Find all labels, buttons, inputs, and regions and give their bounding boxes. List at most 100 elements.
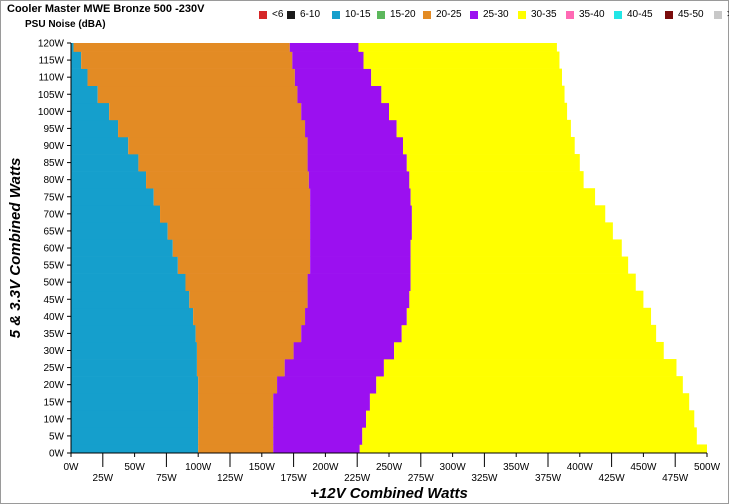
heatmap-cell	[307, 290, 410, 309]
heatmap-cell	[292, 51, 364, 69]
x-tick-label: 150W	[249, 462, 276, 473]
y-tick-label: 120W	[38, 39, 65, 50]
heatmap-cell	[71, 341, 197, 360]
heatmap-cell	[198, 376, 278, 394]
y-tick-label: 5W	[49, 431, 65, 442]
heatmap-cell	[195, 324, 302, 343]
heatmap-cell	[289, 43, 359, 52]
heatmap-cell	[363, 51, 560, 69]
y-tick-label: 70W	[43, 209, 64, 220]
heatmap-cell	[381, 85, 565, 104]
heatmap-cell	[71, 290, 190, 309]
legend-swatch	[714, 11, 722, 19]
heatmap-cell	[71, 51, 82, 69]
heatmap-cell	[307, 136, 403, 155]
x-tick-label: 400W	[567, 462, 594, 473]
heatmap-cell	[305, 307, 407, 326]
heatmap-cell	[366, 410, 695, 428]
y-tick-label: 10W	[43, 414, 64, 425]
y-tick-label: 80W	[43, 175, 64, 186]
legend-swatch	[259, 11, 267, 19]
heatmap-cell	[402, 136, 575, 155]
legend-swatch	[665, 11, 673, 19]
heatmap-cell	[301, 324, 402, 343]
heatmap-cell	[362, 427, 697, 445]
heatmap-cell	[406, 307, 652, 326]
heatmap-cell	[389, 102, 568, 121]
legend-swatch	[377, 11, 385, 19]
heatmap-cell	[406, 154, 580, 172]
heatmap-cell	[71, 102, 110, 121]
legend-swatch	[332, 11, 340, 19]
heatmap-cell	[71, 171, 147, 189]
heatmap-cell	[411, 222, 613, 240]
legend-swatch	[614, 11, 622, 19]
heatmap-cell	[410, 273, 636, 292]
heatmap-cell	[376, 376, 683, 394]
x-tick-label: 250W	[376, 462, 403, 473]
legend-label: 15-20	[390, 9, 416, 20]
heatmap-cell	[273, 410, 367, 428]
x-tick-label: 100W	[185, 462, 212, 473]
y-tick-label: 85W	[43, 158, 64, 169]
heatmap-cell	[198, 427, 274, 445]
y-tick-label: 95W	[43, 124, 64, 135]
legend-label: 10-15	[345, 9, 371, 20]
heatmap-cell	[308, 171, 410, 189]
heatmap-cell	[273, 444, 360, 454]
x-tick-label: 475W	[662, 473, 689, 484]
y-tick-label: 65W	[43, 226, 64, 237]
heatmap-cell	[118, 119, 306, 138]
heatmap-cell	[172, 239, 311, 257]
heatmap-cell	[305, 119, 397, 138]
heatmap-cell	[71, 43, 74, 52]
chart-subtitle: PSU Noise (dBA)	[25, 19, 106, 30]
heatmap-cell	[410, 188, 596, 206]
legend-label: 6-10	[300, 9, 321, 20]
heatmap-cell	[71, 359, 197, 377]
y-tick-label: 75W	[43, 192, 64, 203]
y-tick-label: 50W	[43, 278, 64, 289]
y-tick-label: 105W	[38, 90, 65, 101]
heatmap-cell	[71, 376, 199, 394]
heatmap-cell	[371, 68, 562, 87]
heatmap-cell	[359, 444, 707, 454]
x-tick-label: 275W	[408, 473, 435, 484]
heatmap-cell	[71, 239, 173, 257]
x-tick-label: 325W	[471, 473, 498, 484]
legend-label: 30-35	[531, 9, 557, 20]
heatmap-cell	[307, 273, 411, 292]
heatmap-cell	[146, 171, 309, 189]
heatmap-cell	[71, 85, 98, 104]
heatmap-cell	[310, 205, 412, 223]
heatmap-cell	[358, 43, 557, 52]
y-tick-label: 90W	[43, 141, 64, 152]
legend-swatch	[470, 11, 478, 19]
y-tick-label: 55W	[43, 261, 64, 272]
x-tick-label: 25W	[93, 473, 114, 484]
heatmap-cell	[294, 68, 372, 87]
x-tick-label: 50W	[124, 462, 145, 473]
y-tick-label: 15W	[43, 397, 64, 408]
legend-label: 25-30	[483, 9, 509, 20]
y-tick-label: 115W	[39, 56, 65, 67]
heatmap-cell	[409, 171, 584, 189]
heatmap-cell	[167, 222, 311, 240]
heatmap-cell	[196, 359, 285, 377]
heatmap-cell	[409, 290, 644, 309]
legend-label: <6	[272, 9, 284, 20]
heatmap-cell	[301, 102, 389, 121]
y-tick-label: 20W	[43, 380, 64, 391]
y-tick-label: 35W	[43, 329, 64, 340]
heatmap-cell	[109, 102, 302, 121]
x-tick-label: 200W	[312, 462, 339, 473]
legend-swatch	[566, 11, 574, 19]
legend-swatch	[287, 11, 295, 19]
y-tick-label: 110W	[39, 73, 65, 84]
heatmap-cell	[401, 324, 657, 343]
heatmap-cell	[71, 273, 186, 292]
legend-label: 20-25	[436, 9, 462, 20]
heatmap-cell	[396, 119, 571, 138]
heatmap-cell	[273, 393, 370, 411]
